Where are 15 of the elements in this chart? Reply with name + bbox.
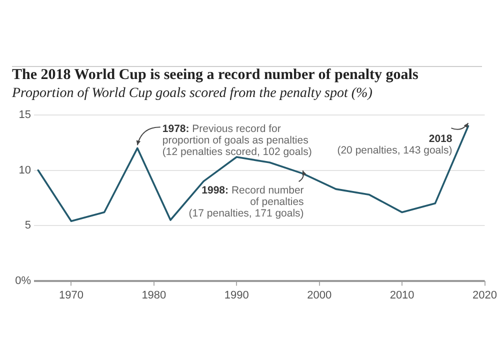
x-tick-label: 2020 — [472, 289, 498, 302]
x-tick-label: 1970 — [58, 289, 84, 302]
y-tick-label: 15 — [18, 109, 31, 122]
x-tick-label: 1990 — [224, 289, 249, 302]
y-tick-label: 5 — [24, 220, 31, 232]
annotation: 1998: Record number of penalties (17 penalties, 171 goals) — [188, 184, 304, 220]
chart-title: The 2018 World Cup is seeing a record number of penalty goals — [12, 67, 418, 84]
y-tick-label: 10 — [18, 164, 31, 176]
x-tick-label: 2010 — [390, 289, 414, 302]
x-tick-label: 1980 — [142, 289, 166, 302]
annotation: 1978: Previous record for proportion of goals as penalties (12 penalties scored, 102 goals) — [162, 123, 312, 158]
x-tick-label: 2000 — [307, 289, 332, 302]
chart-subtitle: Proportion of World Cup goals scored from the penalty spot (%) — [12, 86, 372, 102]
annotation: 2018 (20 penalties, 143 goals) — [337, 132, 452, 156]
y-tick-label: 0% — [15, 274, 32, 287]
